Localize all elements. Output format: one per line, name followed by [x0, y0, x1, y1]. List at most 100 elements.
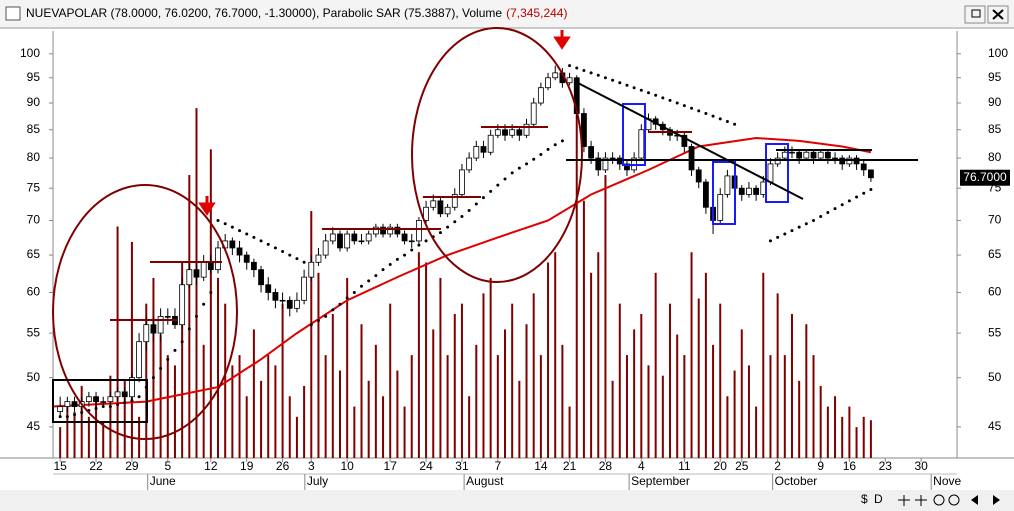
volume-bar: [489, 277, 492, 458]
volume-bar: [539, 355, 542, 458]
volume-bar: [338, 370, 341, 458]
volume-bar: [166, 355, 169, 458]
volume-bar: [202, 344, 205, 458]
candle-body: [767, 163, 774, 183]
x-tick-label: 15: [53, 459, 67, 473]
sar-dot: [65, 415, 69, 419]
sar-dot: [151, 376, 155, 380]
volume-bar: [102, 421, 105, 458]
sar-dot: [840, 203, 844, 207]
candle-body: [85, 396, 92, 403]
sar-dot: [711, 114, 715, 118]
candle-body: [179, 284, 186, 326]
volume-bar: [331, 313, 334, 458]
sar-dot: [768, 239, 772, 243]
sar-dot: [812, 218, 816, 222]
volume-bar: [862, 416, 865, 458]
x-tick-label: 9: [817, 459, 824, 473]
highlight-box: [622, 103, 646, 166]
volume-bar: [260, 380, 263, 458]
sar-dot: [395, 257, 399, 261]
trend-lines: [566, 81, 918, 200]
candle-body: [624, 163, 630, 171]
restore-button[interactable]: [964, 5, 986, 24]
sar-dot: [281, 249, 285, 253]
volume-bar: [173, 365, 176, 458]
toolbar-icons[interactable]: [898, 495, 927, 506]
volume-bar: [776, 293, 779, 458]
candle-body: [581, 113, 587, 147]
volume-bar: [152, 277, 155, 458]
candle-body: [71, 401, 78, 407]
sar-dot: [783, 232, 787, 236]
sar-dot: [481, 196, 485, 200]
zoom-out[interactable]: [933, 494, 945, 506]
sar-dot: [360, 284, 364, 288]
x-tick-label: 14: [534, 459, 548, 473]
candle-body: [129, 377, 135, 398]
x-tick-label: 30: [914, 459, 928, 473]
volume-bar: [841, 416, 844, 458]
y-tick-label: 60: [27, 285, 41, 299]
month-label: Nove: [933, 474, 961, 488]
sar-dot: [417, 243, 421, 247]
sar-dot: [230, 225, 234, 229]
volume-bar: [561, 344, 564, 458]
x-tick-label: 23: [879, 459, 893, 473]
y-tick-label: 70: [27, 213, 41, 227]
x-tick-label: 28: [599, 459, 613, 473]
candle-body: [136, 341, 142, 379]
sar-dot: [137, 395, 141, 399]
candle-body: [351, 233, 358, 242]
y-tick-label: 95: [988, 70, 1002, 84]
volume-bar: [848, 406, 851, 458]
highlight-ellipse: [411, 27, 583, 283]
candle-body: [789, 151, 795, 154]
sar-dot: [460, 214, 464, 218]
sar-dot: [216, 218, 220, 222]
volume-bar: [181, 262, 184, 458]
y-tick-label: 45: [988, 419, 1002, 433]
sar-dot: [575, 66, 579, 70]
candle-body: [702, 181, 709, 208]
x-tick-label: 20: [714, 459, 728, 473]
scroll-buttons[interactable]: [971, 495, 1000, 505]
sar-dot: [603, 76, 607, 80]
volume-bar: [274, 365, 277, 458]
sar-dot: [446, 225, 450, 229]
volume-bar: [252, 329, 255, 458]
y-tick-label: 55: [988, 325, 1002, 339]
volume-bar: [582, 200, 585, 458]
sar-dot: [733, 122, 737, 126]
candle-body: [724, 175, 731, 195]
y-tick-label: 85: [27, 122, 41, 136]
sar-dot: [661, 96, 665, 100]
toolbar-label[interactable]: D: [874, 492, 883, 506]
volume-bar: [618, 303, 621, 458]
candle-body: [494, 129, 501, 136]
sar-dot: [690, 106, 694, 110]
sar-dot: [80, 411, 84, 415]
sar-dot: [790, 229, 794, 233]
toolbar-label[interactable]: $: [861, 492, 868, 506]
sar-dot: [474, 202, 478, 206]
sar-dot: [266, 242, 270, 246]
zoom-in[interactable]: [948, 494, 960, 506]
candle-body: [272, 292, 279, 301]
sar-dot: [589, 71, 593, 75]
sar-dot: [496, 183, 500, 187]
candle-body: [781, 151, 788, 159]
candle-body: [301, 276, 308, 301]
candle-body: [530, 102, 537, 125]
y-tick-label: 100: [988, 46, 1008, 60]
volume-bar: [654, 272, 657, 458]
candle-body: [215, 247, 221, 271]
sar-dot: [797, 225, 801, 229]
x-tick-label: 11: [678, 459, 691, 473]
volume-bar: [224, 303, 227, 458]
sar-dot: [245, 232, 249, 236]
candle-body: [523, 123, 530, 136]
sar-dot: [625, 83, 629, 87]
sar-dot: [424, 239, 428, 243]
